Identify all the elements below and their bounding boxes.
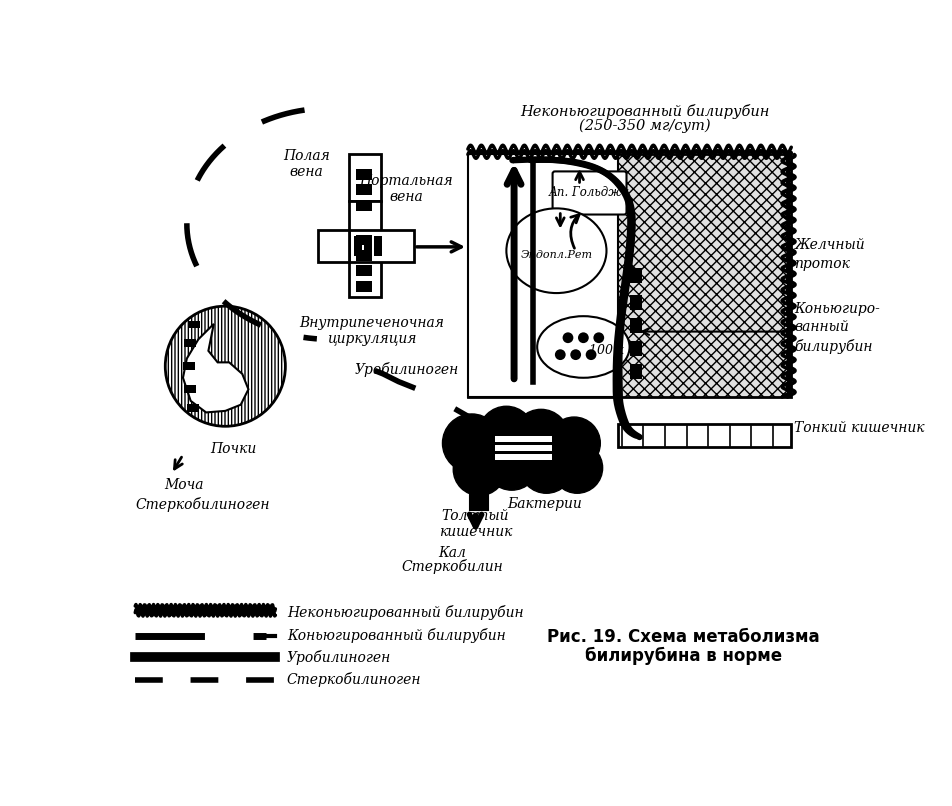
Text: (250-350 мг/сут): (250-350 мг/сут): [579, 118, 711, 133]
Circle shape: [570, 349, 581, 360]
Bar: [354, 236, 362, 256]
Circle shape: [443, 414, 501, 472]
Circle shape: [593, 332, 605, 343]
Ellipse shape: [537, 316, 629, 378]
Bar: [184, 339, 196, 347]
Text: Стеркобилиноген: Стеркобилиноген: [135, 497, 269, 512]
Text: Коньюгиро-
ванный
билирубин: Коньюгиро- ванный билирубин: [794, 301, 881, 354]
Polygon shape: [183, 324, 248, 413]
Text: Толстый
кишечник: Толстый кишечник: [439, 509, 512, 539]
Bar: [348, 230, 414, 262]
Circle shape: [552, 442, 603, 493]
Bar: [495, 454, 552, 460]
Text: Внутрипеченочная
циркуляция: Внутрипеченочная циркуляция: [299, 316, 445, 347]
Text: Неконьюгированный билирубин: Неконьюгированный билирубин: [521, 105, 769, 119]
Text: Моча: Моча: [164, 478, 203, 492]
Text: Рис. 19. Схема метаболизма: Рис. 19. Схема метаболизма: [547, 628, 820, 646]
Bar: [348, 201, 381, 297]
Text: Портальная
вена: Портальная вена: [360, 174, 453, 204]
Circle shape: [485, 436, 539, 490]
Bar: [183, 363, 195, 370]
Circle shape: [513, 409, 568, 465]
Bar: [364, 236, 371, 256]
Circle shape: [520, 439, 573, 493]
FancyBboxPatch shape: [552, 172, 626, 214]
Bar: [318, 230, 348, 262]
Text: Ап. Гольджи: Ап. Гольджи: [549, 186, 630, 199]
Text: Тонкий кишечник: Тонкий кишечник: [794, 421, 924, 434]
Bar: [356, 280, 371, 292]
Bar: [356, 265, 371, 276]
Text: 100 х: 100 х: [589, 344, 624, 357]
Bar: [356, 250, 371, 260]
Bar: [374, 236, 382, 256]
Circle shape: [491, 415, 556, 480]
Circle shape: [166, 306, 286, 426]
Bar: [188, 321, 200, 329]
Text: Коньюгированный билирубин: Коньюгированный билирубин: [287, 628, 506, 643]
Circle shape: [548, 417, 601, 469]
Bar: [629, 295, 642, 310]
Bar: [618, 424, 791, 447]
Text: Уробилиноген: Уробилиноген: [354, 363, 459, 377]
Bar: [187, 404, 199, 412]
Text: Бактерии: Бактерии: [507, 497, 583, 511]
Bar: [467, 155, 618, 397]
Text: Стеркобилиноген: Стеркобилиноген: [287, 672, 422, 687]
Circle shape: [479, 406, 534, 462]
Circle shape: [578, 332, 588, 343]
Bar: [356, 185, 371, 195]
Text: Стеркобилин: Стеркобилин: [402, 559, 504, 574]
Bar: [495, 435, 552, 442]
Bar: [495, 445, 552, 451]
Ellipse shape: [506, 209, 606, 293]
Circle shape: [585, 349, 597, 360]
Bar: [629, 268, 642, 283]
Bar: [356, 235, 371, 245]
Circle shape: [453, 443, 506, 496]
Text: Эндопл.Рет: Эндопл.Рет: [521, 250, 592, 260]
Text: Неконьюгированный билирубин: Неконьюгированный билирубин: [287, 605, 524, 620]
Bar: [356, 169, 371, 180]
Circle shape: [563, 332, 573, 343]
Text: Желчный
проток: Желчный проток: [794, 239, 865, 271]
Bar: [184, 385, 196, 393]
Bar: [629, 341, 642, 356]
Text: Полая
вена: Полая вена: [283, 149, 329, 179]
Text: Кал: Кал: [439, 546, 466, 559]
Bar: [356, 200, 371, 210]
Bar: [467, 155, 791, 397]
Text: Уробилиноген: Уробилиноген: [287, 650, 391, 665]
Text: билирубина в норме: билирубина в норме: [585, 646, 782, 665]
Bar: [629, 318, 642, 333]
Text: Почки: Почки: [209, 442, 256, 455]
Circle shape: [555, 349, 565, 360]
Bar: [348, 155, 381, 201]
Bar: [629, 364, 642, 380]
